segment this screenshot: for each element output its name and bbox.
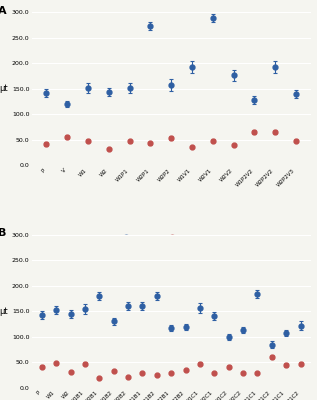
Y-axis label: µt: µt xyxy=(0,307,8,316)
Text: A: A xyxy=(0,6,7,16)
Y-axis label: µt: µt xyxy=(0,84,8,93)
Legend: Increase I - II t, Increase II - III t: Increase I - II t, Increase II - III t xyxy=(122,233,220,242)
Text: B: B xyxy=(0,228,7,238)
